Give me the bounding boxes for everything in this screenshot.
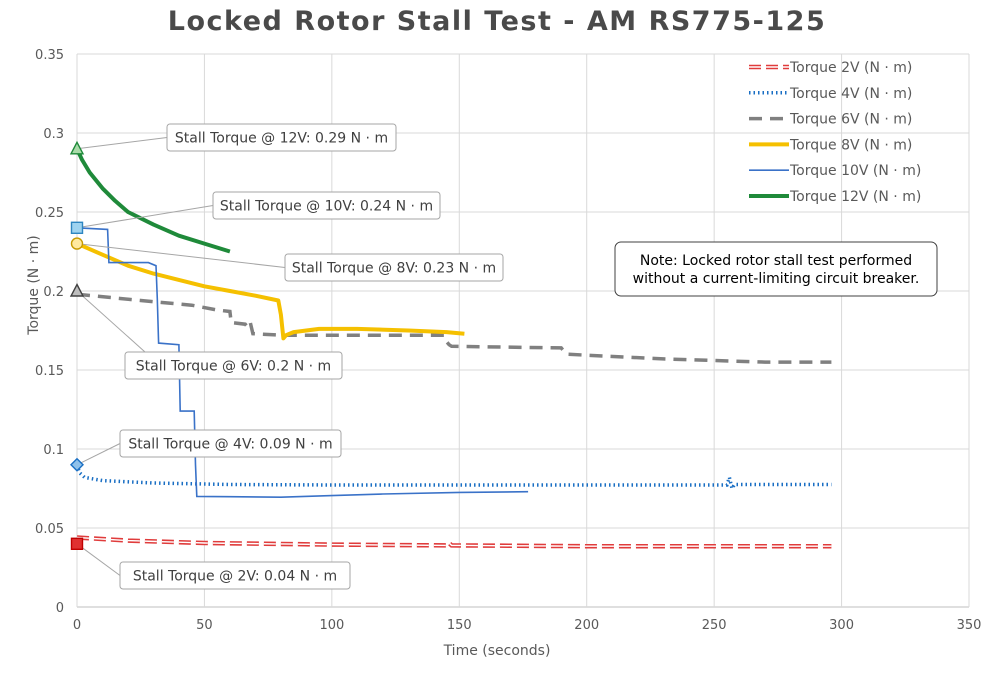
callout-box [119,429,342,458]
note-box-frame [614,241,938,297]
legend-entry: Torque 2V (N · m) [749,60,912,76]
y-tick-label: 0.35 [35,48,64,63]
legend-label: Torque 6V (N · m) [789,112,912,128]
x-axis-ticks: 0 50 100 150 200 250 300 350 [73,618,982,633]
callout-leader-line [76,443,121,466]
callout-leader-line [76,137,168,150]
x-tick-label: 300 [829,618,854,633]
callout-text: Stall Torque @ 8V: 0.23 N · m [292,261,496,277]
callout-layer: Stall Torque @ 12V: 0.29 N · m Stall Torq… [76,123,504,590]
series-line-5 [75,147,231,254]
legend-entry: Torque 12V (N · m) [749,189,921,205]
series-line-2 [76,292,832,364]
callout-box [212,191,441,220]
callout-leader-line [76,205,214,229]
data-point-diamond [70,457,84,472]
callout-leader-line [76,243,286,268]
data-point-square [70,537,84,550]
callout-box [124,351,343,380]
note-box: Note: Locked rotor stall test performed … [614,241,938,297]
marker-layer [69,140,85,550]
y-axis-ticks: 0 0.05 0.1 0.15 0.2 0.25 0.3 0.35 [35,48,64,616]
data-point-triangle [69,140,85,155]
callout-text: Stall Torque @ 4V: 0.09 N · m [128,437,332,453]
legend-label: Torque 10V (N · m) [789,163,921,179]
callout-label: Stall Torque @ 2V: 0.04 N · m [76,543,351,590]
x-tick-label: 150 [447,618,472,633]
series-line-4 [76,227,529,499]
legend-entry: Torque 6V (N · m) [749,112,912,128]
legend-label: Torque 4V (N · m) [789,86,912,102]
x-tick-label: 0 [73,618,81,633]
legend-label: Torque 2V (N · m) [789,60,912,76]
callout-label: Stall Torque @ 10V: 0.24 N · m [76,191,441,229]
callout-leader-line [76,543,121,576]
callout-box [166,123,397,152]
legend-label: Torque 12V (N · m) [789,189,921,205]
callout-box [284,253,504,282]
y-tick-label: 0.1 [43,443,64,458]
data-point-triangle [69,282,85,297]
y-tick-label: 0.2 [43,285,64,300]
callout-leader-line [76,290,146,353]
note-line-1: Note: Locked rotor stall test performed [640,253,912,269]
callout-label: Stall Torque @ 8V: 0.23 N · m [76,243,504,282]
callout-text: Stall Torque @ 6V: 0.2 N · m [136,359,331,375]
series-line-0 [76,535,832,549]
series-layer [75,147,832,549]
callout-label: Stall Torque @ 6V: 0.2 N · m [76,290,343,380]
y-tick-label: 0.05 [35,522,64,537]
y-tick-label: 0 [56,601,64,616]
x-tick-label: 200 [574,618,599,633]
y-tick-label: 0.25 [35,206,64,221]
callout-label: Stall Torque @ 12V: 0.29 N · m [76,123,397,152]
x-axis-title: Time (seconds) [443,643,551,659]
chart-title: Locked Rotor Stall Test - AM RS775-125 [168,6,826,37]
x-tick-label: 350 [957,618,982,633]
callout-text: Stall Torque @ 12V: 0.29 N · m [175,131,388,147]
legend: Torque 2V (N · m) Torque 4V (N · m) Torque… [749,60,921,205]
series-line-1 [75,464,832,493]
legend-entry: Torque 10V (N · m) [749,163,921,179]
callout-box [119,561,351,590]
legend-entry: Torque 8V (N · m) [749,137,912,153]
callout-text: Stall Torque @ 10V: 0.24 N · m [220,199,433,215]
legend-label: Torque 8V (N · m) [789,137,912,153]
x-tick-label: 50 [196,618,213,633]
y-axis-title: Torque (N · m) [26,235,42,335]
legend-entry: Torque 4V (N · m) [749,86,912,102]
x-tick-label: 250 [702,618,727,633]
series-line-3 [76,241,465,341]
data-point-square [70,221,84,235]
y-tick-label: 0.15 [35,364,64,379]
data-point-circle [70,237,84,250]
x-tick-label: 100 [319,618,344,633]
note-line-2: without a current-limiting circuit break… [633,271,920,287]
y-tick-label: 0.3 [43,127,64,142]
callout-text: Stall Torque @ 2V: 0.04 N · m [133,569,337,585]
callout-label: Stall Torque @ 4V: 0.09 N · m [76,429,342,466]
